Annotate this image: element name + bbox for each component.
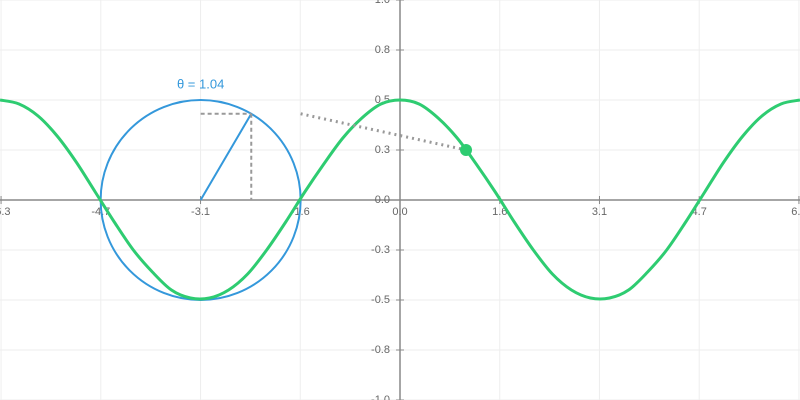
y-tick-label: 0.0 — [375, 194, 390, 206]
x-tick-label: 0.0 — [392, 206, 407, 218]
y-tick-label: 0.3 — [375, 144, 390, 156]
x-tick-label: 3.1 — [592, 206, 607, 218]
y-tick-label: -0.5 — [371, 294, 390, 306]
x-tick-label: -6.3 — [0, 206, 11, 218]
projection-line — [300, 112, 467, 152]
y-tick-label: -0.8 — [371, 344, 390, 356]
x-tick-label: 6.3 — [791, 206, 800, 218]
radius-line — [199, 113, 253, 201]
y-tick-label: 1.0 — [375, 0, 390, 6]
x-tick-label: 1.6 — [492, 206, 507, 218]
point — [460, 144, 473, 156]
y-tick-label: 0.8 — [375, 44, 390, 56]
y-tick-label: -1.0 — [371, 394, 390, 400]
x-tick-label: -3.1 — [191, 206, 210, 218]
y-tick-label: -0.3 — [371, 244, 390, 256]
curve — [0, 98, 800, 301]
angle-label: θ = 1.04 — [177, 76, 224, 91]
